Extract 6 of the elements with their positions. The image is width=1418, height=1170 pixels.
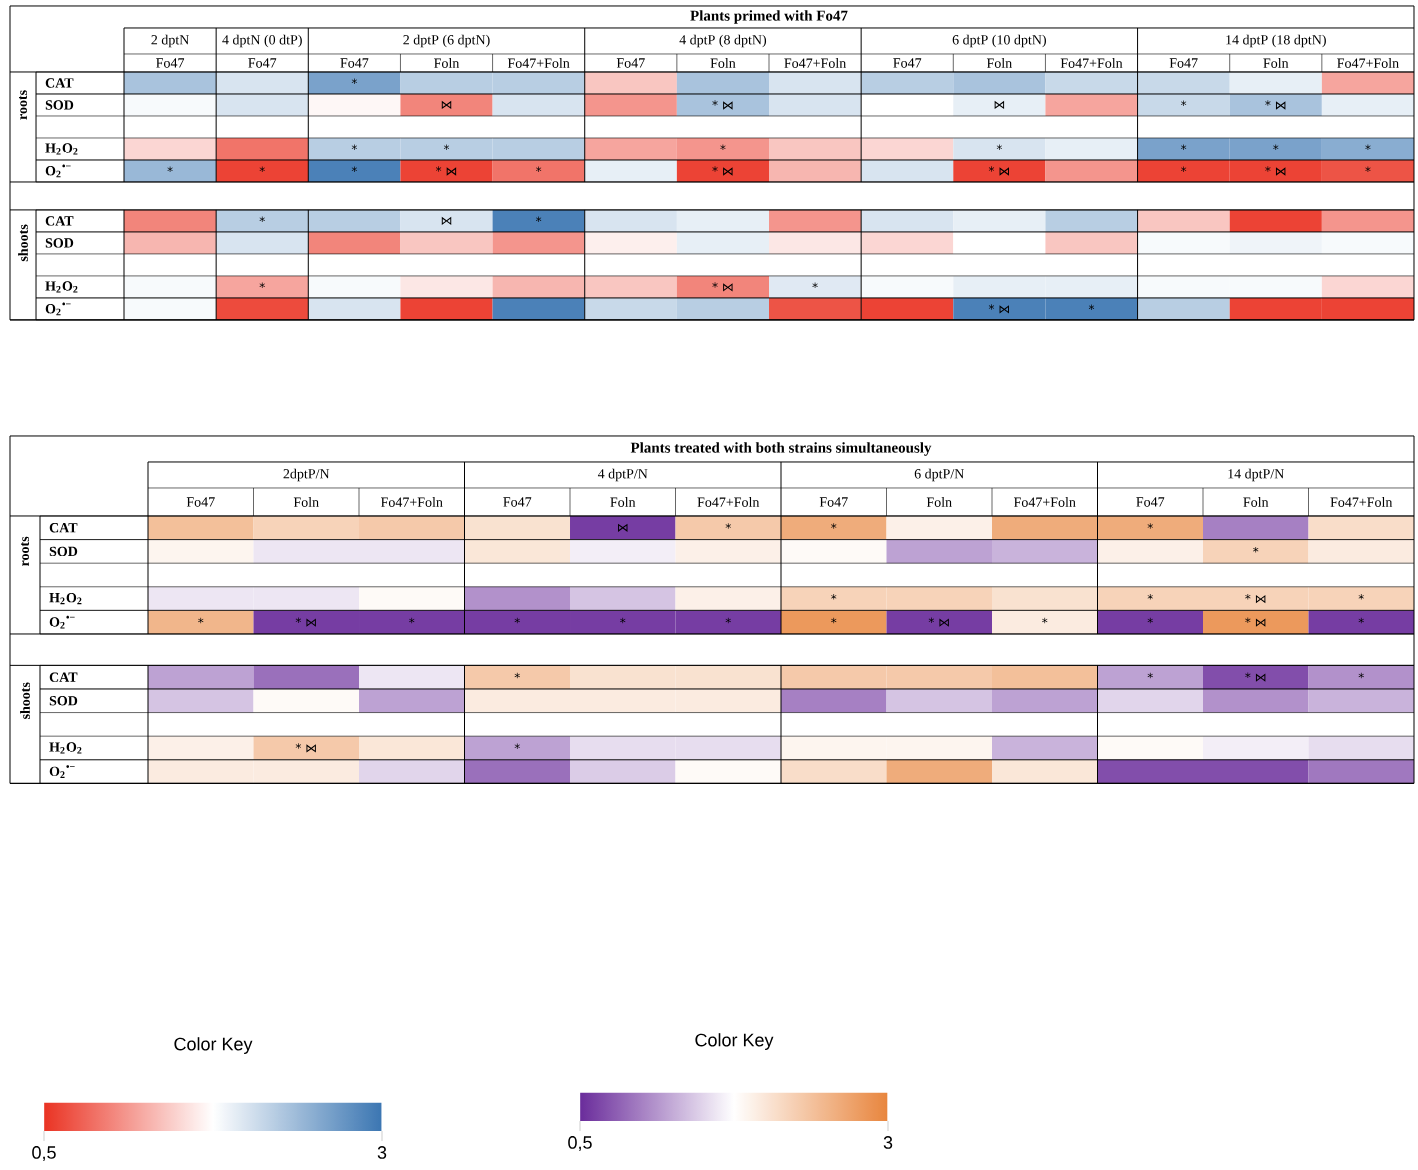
color-bar-label: 0,5 — [32, 1146, 56, 1161]
color-bar-title: Color Key — [695, 1033, 774, 1050]
color-bar-label: 0,5 — [568, 1136, 592, 1151]
color-bar-label: 3 — [883, 1136, 893, 1149]
color-bar-label: 3 — [377, 1146, 387, 1159]
color-bar-title: Color Key — [174, 1037, 253, 1054]
